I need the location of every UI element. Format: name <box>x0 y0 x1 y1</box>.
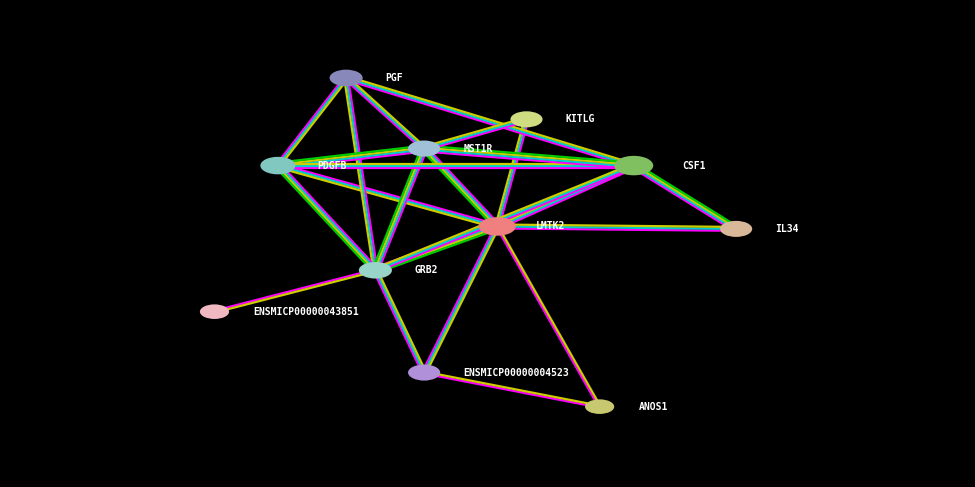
Circle shape <box>511 112 542 127</box>
Text: CSF1: CSF1 <box>682 161 706 170</box>
Text: PGF: PGF <box>385 73 403 83</box>
Text: ENSMICP00000004523: ENSMICP00000004523 <box>463 368 568 377</box>
Circle shape <box>359 262 392 279</box>
Text: IL34: IL34 <box>775 224 799 234</box>
Circle shape <box>330 70 363 86</box>
Circle shape <box>260 157 295 174</box>
Text: ANOS1: ANOS1 <box>639 402 668 412</box>
Text: GRB2: GRB2 <box>414 265 438 275</box>
Text: PDGFB: PDGFB <box>317 161 346 170</box>
Text: LMTK2: LMTK2 <box>536 222 565 231</box>
Circle shape <box>409 365 440 380</box>
Circle shape <box>585 399 614 414</box>
Circle shape <box>200 304 229 319</box>
Text: MST1R: MST1R <box>463 144 492 153</box>
Circle shape <box>409 141 440 156</box>
Circle shape <box>479 217 516 236</box>
Circle shape <box>614 156 653 175</box>
Text: ENSMICP00000043851: ENSMICP00000043851 <box>254 307 359 317</box>
Text: KITLG: KITLG <box>566 114 595 124</box>
Circle shape <box>721 221 752 237</box>
